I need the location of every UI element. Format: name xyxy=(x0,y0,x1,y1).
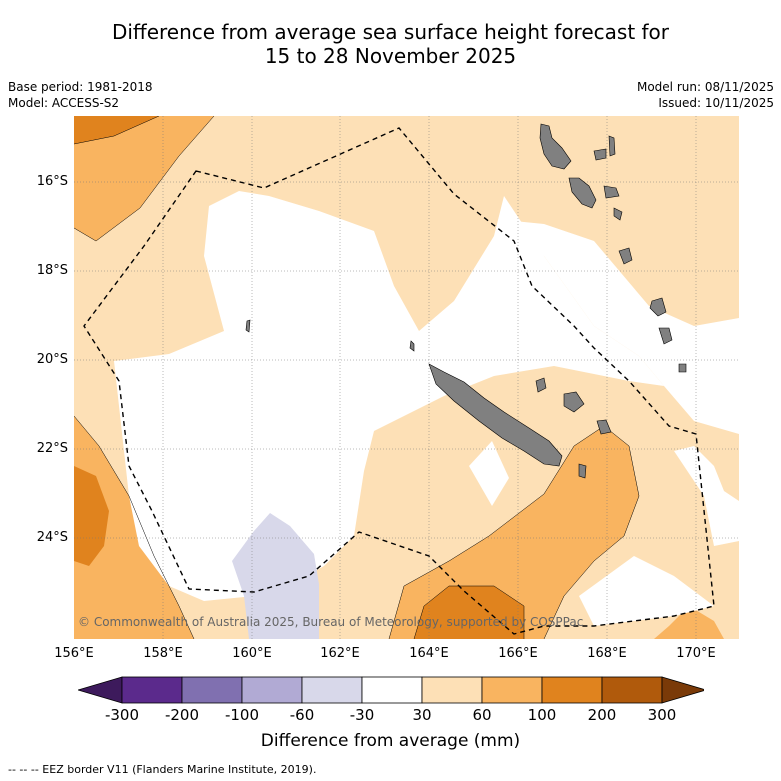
title-line2: 15 to 28 November 2025 xyxy=(264,44,517,68)
colorbar-tick-label: 100 xyxy=(527,706,557,724)
eez-legend-note: -- -- -- EEZ border V11 (Flanders Marine… xyxy=(8,763,317,776)
near-average-region-far-east xyxy=(674,446,739,546)
lon-label-162e: 162°E xyxy=(320,646,360,661)
colorbar-segment xyxy=(421,676,483,704)
lat-label-22s: 22°S xyxy=(36,441,68,456)
vanuatu-islands xyxy=(539,123,687,373)
colorbar-segment xyxy=(541,676,603,704)
lon-label-170e: 170°E xyxy=(676,646,716,661)
colorbar-extend-min xyxy=(78,676,123,704)
colorbar-tick-label: -30 xyxy=(349,706,375,724)
graticule xyxy=(74,116,739,639)
lon-label-168e: 168°E xyxy=(587,646,627,661)
model-name: Model: ACCESS-S2 xyxy=(8,96,120,110)
light-anomaly-region-far-se xyxy=(654,606,724,639)
near-average-region-east-channel xyxy=(579,556,714,626)
eez-border xyxy=(83,127,715,635)
light-anomaly-region-sw xyxy=(74,416,194,639)
loyalty-islands xyxy=(535,377,612,479)
issued-date: Issued: 10/11/2025 xyxy=(658,96,774,110)
base-period: Base period: 1981-2018 xyxy=(8,80,153,94)
new-caledonia-mainland xyxy=(428,363,563,467)
near-average-region-east xyxy=(494,221,739,434)
colorbar-tick-label: 300 xyxy=(647,706,677,724)
colorbar-segment xyxy=(361,676,423,704)
medium-anomaly-region-nw xyxy=(74,116,159,144)
lon-label-160e: 160°E xyxy=(232,646,272,661)
colorbar-segment xyxy=(481,676,543,704)
lat-label-18s: 18°S xyxy=(36,263,68,278)
near-average-region-west xyxy=(114,191,664,601)
colorbar-tick-label: 200 xyxy=(587,706,617,724)
colorbar-tick-label: 30 xyxy=(412,706,432,724)
lon-label-156e: 156°E xyxy=(54,646,94,661)
near-average-region-south xyxy=(469,441,509,506)
colorbar-tick-label: 60 xyxy=(472,706,492,724)
lon-label-166e: 166°E xyxy=(498,646,538,661)
colorbar-title: Difference from average (mm) xyxy=(260,731,521,751)
title-line1: Difference from average sea surface heig… xyxy=(111,20,670,44)
colorbar-tick-label: -100 xyxy=(224,706,260,724)
medium-anomaly-region-sw xyxy=(74,466,109,566)
lat-label-16s: 16°S xyxy=(36,174,68,189)
colorbar-segment xyxy=(241,676,303,704)
colorbar-extend-max xyxy=(661,676,704,704)
negative-anomaly-region xyxy=(232,513,319,639)
medium-anomaly-region-s xyxy=(414,586,524,639)
copyright-notice: © Commonwealth of Australia 2025, Bureau… xyxy=(78,615,583,629)
colorbar-segment xyxy=(121,676,183,704)
colorbar-segment xyxy=(301,676,363,704)
small-islands xyxy=(245,319,415,352)
light-anomaly-region-nw xyxy=(74,116,214,241)
lon-label-158e: 158°E xyxy=(143,646,183,661)
lat-label-24s: 24°S xyxy=(36,530,68,545)
model-run: Model run: 08/11/2025 xyxy=(636,80,774,94)
colorbar-segment xyxy=(601,676,663,704)
lon-label-164e: 164°E xyxy=(409,646,449,661)
colorbar-tick-label: -300 xyxy=(104,706,140,724)
colorbar xyxy=(78,676,704,704)
sea-level-map: © Commonwealth of Australia 2025, Bureau… xyxy=(74,116,739,639)
lat-label-20s: 20°S xyxy=(36,352,68,367)
colorbar-tick-label: -60 xyxy=(289,706,315,724)
colorbar-tick-label: -200 xyxy=(164,706,200,724)
colorbar-segment xyxy=(181,676,243,704)
